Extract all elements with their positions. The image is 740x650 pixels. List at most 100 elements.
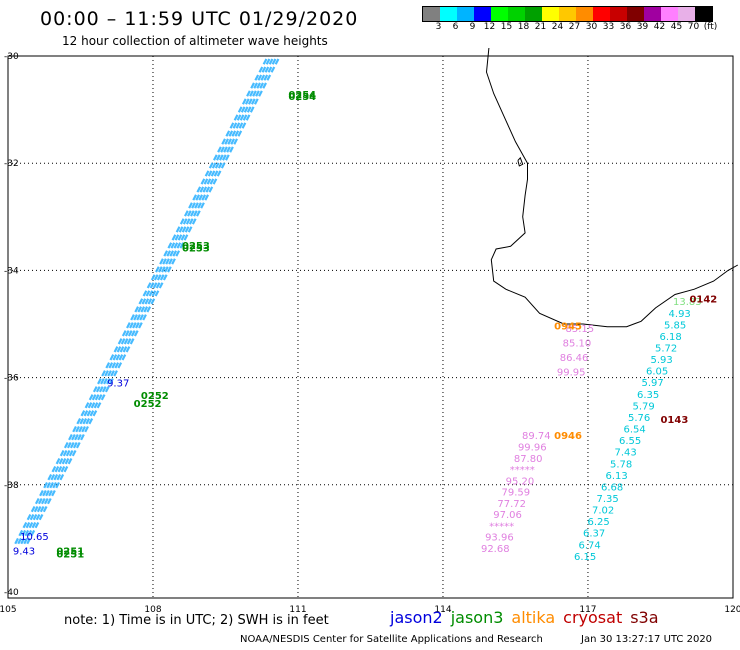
- east-swh-value: 6.74: [578, 540, 600, 551]
- colorbar-swatch: [423, 7, 440, 21]
- east-swh-value: 6.18: [660, 332, 682, 343]
- page-subtitle: 12 hour collection of altimeter wave hei…: [62, 34, 328, 48]
- colorbar-label: 18: [517, 22, 530, 32]
- track-band-stroke: [20, 58, 274, 545]
- east-swh-value: 5.93: [651, 355, 673, 366]
- colorbar-label: 42: [653, 22, 666, 32]
- east-swh-value: 6.35: [637, 390, 659, 401]
- colorbar-swatch: [491, 7, 508, 21]
- east-swh-value: 5.78: [610, 459, 632, 470]
- s3a-swh-value: 89.74: [522, 431, 551, 442]
- s3a-swh-value: 97.06: [493, 510, 522, 521]
- east-swh-value: 6.55: [619, 436, 641, 447]
- colorbar-swatch: [508, 7, 525, 21]
- east-swh-value: 5.76: [628, 413, 650, 424]
- map-frame: [7, 55, 734, 599]
- australia-coastline: [485, 47, 739, 328]
- east-swh-value: 7.02: [592, 506, 614, 517]
- colorbar-swatch: [644, 7, 661, 21]
- colorbar-swatch: [678, 7, 695, 21]
- legend-item-jason2: jason2: [390, 608, 443, 627]
- colorbar-label: (ft): [703, 22, 718, 32]
- lon-tick-label: 120: [724, 605, 740, 615]
- east-swh-value: 6.37: [583, 529, 605, 540]
- east-swh-value: 6.13: [605, 471, 627, 482]
- jason3-pass-label: 0253: [182, 241, 210, 252]
- altika-pass-label: 0945: [554, 321, 582, 332]
- s3a-swh-value: 86.46: [560, 353, 589, 364]
- s3a-swh-value: 85.10: [563, 339, 592, 350]
- legend-item-jason3: jason3: [450, 608, 504, 627]
- lat-tick-label: -32: [4, 159, 19, 169]
- jason3-pass-label: 0254: [288, 90, 316, 101]
- cryosat-pass-label: 0143: [660, 415, 688, 426]
- colorbar-label: 9: [469, 22, 476, 32]
- colorbar-swatch: [474, 7, 491, 21]
- track-band-stroke: [14, 58, 268, 545]
- s3a-swh-value: 79.59: [502, 488, 531, 499]
- credit-text: NOAA/NESDIS Center for Satellite Applica…: [240, 634, 543, 645]
- colorbar-swatch: [525, 7, 542, 21]
- east-swh-value: 4.93: [669, 309, 691, 320]
- s3a-swh-value: *****: [510, 465, 535, 476]
- wave-height-colorbar: [422, 6, 713, 22]
- lon-tick-label: 105: [0, 605, 17, 615]
- colorbar-label: 33: [602, 22, 615, 32]
- lat-tick-label: -38: [4, 481, 19, 491]
- lon-tick-label: 108: [144, 605, 161, 615]
- east-swh-value: 6.68: [601, 482, 623, 493]
- track-band-stroke: [17, 58, 271, 545]
- colorbar-swatch: [440, 7, 457, 21]
- east-swh-value: 7.35: [596, 494, 618, 505]
- colorbar-label: 70: [687, 22, 700, 32]
- colorbar-label: 15: [500, 22, 513, 32]
- footer-note: note: 1) Time is in UTC; 2) SWH is in fe…: [64, 613, 329, 628]
- east-swh-value: 13.83: [673, 297, 702, 308]
- s3a-swh-value: 99.96: [518, 442, 547, 453]
- east-swh-value: 7.43: [614, 448, 636, 459]
- colorbar-swatch: [542, 7, 559, 21]
- s3a-swh-value: *****: [489, 521, 514, 532]
- island-coastline: [517, 156, 524, 167]
- jason3-pass-label: 0252: [141, 391, 169, 402]
- colorbar-swatch: [695, 7, 712, 21]
- legend-item-altika: altika: [511, 608, 556, 627]
- colorbar-swatch: [610, 7, 627, 21]
- east-swh-value: 6.54: [623, 425, 645, 436]
- s3a-swh-value: 95.20: [506, 476, 535, 487]
- s3a-swh-value: 77.72: [497, 499, 526, 510]
- jason3-pass-label: 0252: [134, 399, 162, 410]
- jason3-pass-label: 0254: [288, 92, 316, 103]
- legend-item-s3a: s3a: [630, 608, 659, 627]
- timestamp: Jan 30 13:27:17 UTC 2020: [581, 634, 713, 645]
- jason2-swh-value: 9.37: [107, 379, 129, 390]
- colorbar-label: 45: [670, 22, 683, 32]
- east-swh-value: 6.05: [646, 367, 668, 378]
- colorbar-swatch: [457, 7, 474, 21]
- lat-lon-grid: [8, 56, 733, 598]
- legend-item-cryosat: cryosat: [563, 608, 623, 627]
- east-swh-value: 5.85: [664, 320, 686, 331]
- colorbar-label: 6: [452, 22, 459, 32]
- lat-tick-label: -34: [4, 266, 19, 276]
- cryosat-pass-label: 0142: [689, 295, 717, 306]
- colorbar-swatch: [661, 7, 678, 21]
- lon-tick-label: 111: [289, 605, 306, 615]
- colorbar-label: 12: [483, 22, 496, 32]
- lat-tick-label: -40: [4, 588, 19, 598]
- lat-tick-label: -30: [4, 52, 19, 62]
- page-title: 00:00 – 11:59 UTC 01/29/2020: [40, 8, 359, 30]
- jason2-swh-value: 9.43: [13, 546, 35, 557]
- colorbar-swatch: [559, 7, 576, 21]
- axis-tick-labels: 105 108 111 114 117 120 -30 -32 -34 -36 -38 -40: [0, 52, 740, 615]
- colorbar-label: 21: [534, 22, 547, 32]
- east-swh-value: 5.79: [633, 401, 655, 412]
- lon-tick-label: 117: [579, 605, 596, 615]
- lon-tick-label: 114: [434, 605, 451, 615]
- s3a-swh-value: 93.96: [485, 533, 514, 544]
- colorbar-label: 39: [636, 22, 649, 32]
- track-band-stroke: [26, 58, 280, 545]
- s3a-swh-value: 87.80: [514, 454, 543, 465]
- s3a-swh-value: 85.15: [566, 324, 595, 335]
